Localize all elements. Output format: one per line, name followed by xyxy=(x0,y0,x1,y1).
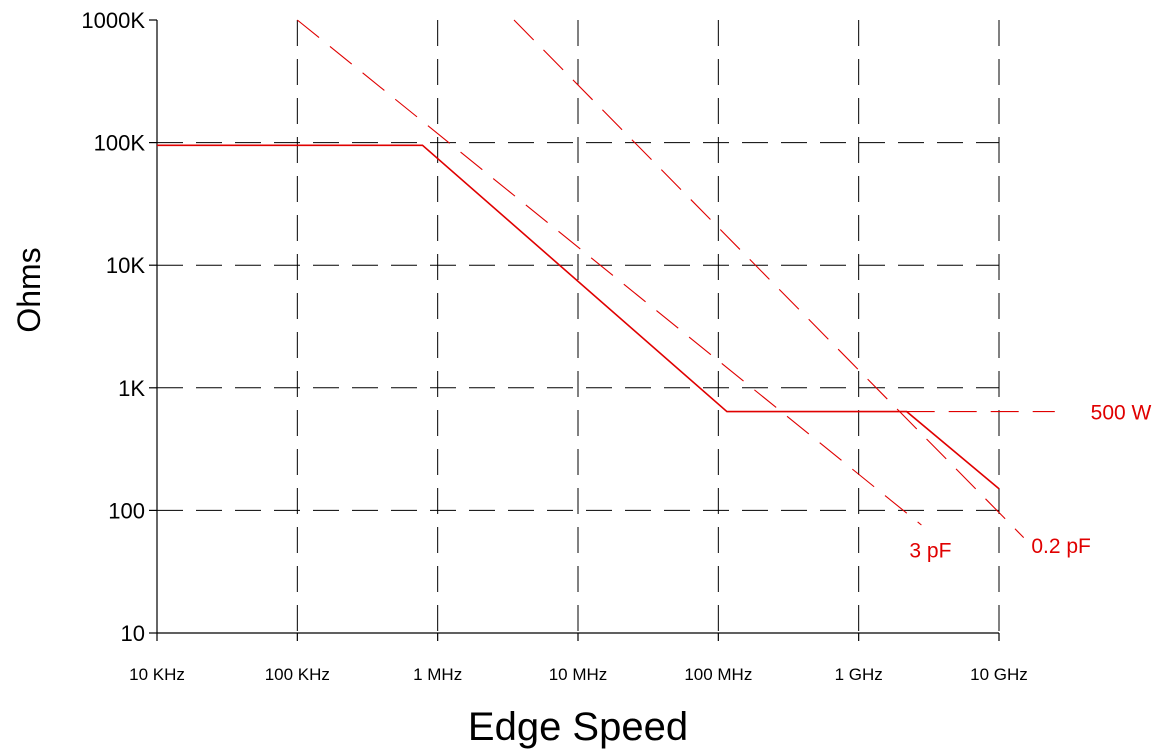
x-tick-label: 10 MHz xyxy=(549,665,608,684)
grid xyxy=(157,20,1000,633)
y-tick-label: 10K xyxy=(106,253,145,278)
annotation-label: 500 W xyxy=(1091,402,1152,425)
series-line-3-pf xyxy=(296,19,922,526)
y-tick-label: 1000K xyxy=(81,8,145,33)
x-tick-label: 100 KHz xyxy=(265,665,330,684)
x-tick-label: 1 GHz xyxy=(835,665,883,684)
x-tick-label: 10 GHz xyxy=(970,665,1028,684)
series-group xyxy=(157,19,1055,538)
y-tick-label: 100K xyxy=(94,131,146,156)
y-axis-title: Ohms xyxy=(11,247,47,332)
annotation-label: 0.2 pF xyxy=(1031,535,1091,558)
y-tick-label: 10 xyxy=(121,621,145,646)
y-tick-label: 100 xyxy=(108,498,145,523)
x-tick-label: 10 KHz xyxy=(129,665,185,684)
y-tick-label: 1K xyxy=(118,376,145,401)
annotations: 500 W 3 pF 0.2 pF xyxy=(909,402,1151,563)
axes xyxy=(149,19,1000,641)
series-line-0-2-pf xyxy=(513,19,1025,538)
series-line-impedance xyxy=(157,144,1000,490)
x-tick-label: 100 MHz xyxy=(684,665,752,684)
annotation-label: 3 pF xyxy=(909,539,951,562)
x-tick-label: 1 MHz xyxy=(413,665,462,684)
x-axis-title: Edge Speed xyxy=(468,705,688,749)
tick-labels: 10 KHz 100 KHz 1 MHz 10 MHz 100 MHz 1 GHz 10 G… xyxy=(81,8,1027,684)
